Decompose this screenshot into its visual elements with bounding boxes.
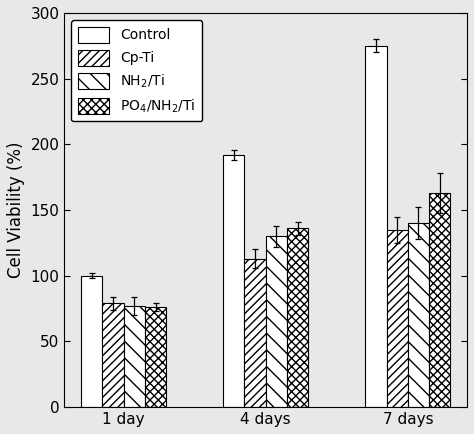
- Bar: [287, 228, 309, 407]
- Bar: [429, 193, 450, 407]
- Bar: [102, 303, 124, 407]
- Bar: [386, 230, 408, 407]
- Bar: [408, 223, 429, 407]
- Legend: Control, Cp-Ti, NH$_2$/Ti, PO$_4$/NH$_2$/Ti: Control, Cp-Ti, NH$_2$/Ti, PO$_4$/NH$_2$…: [71, 20, 202, 122]
- Bar: [365, 46, 386, 407]
- Bar: [81, 276, 102, 407]
- Y-axis label: Cell Viability (%): Cell Viability (%): [7, 142, 25, 278]
- Bar: [145, 307, 166, 407]
- Bar: [245, 259, 266, 407]
- Bar: [223, 155, 245, 407]
- Bar: [124, 306, 145, 407]
- Bar: [266, 237, 287, 407]
